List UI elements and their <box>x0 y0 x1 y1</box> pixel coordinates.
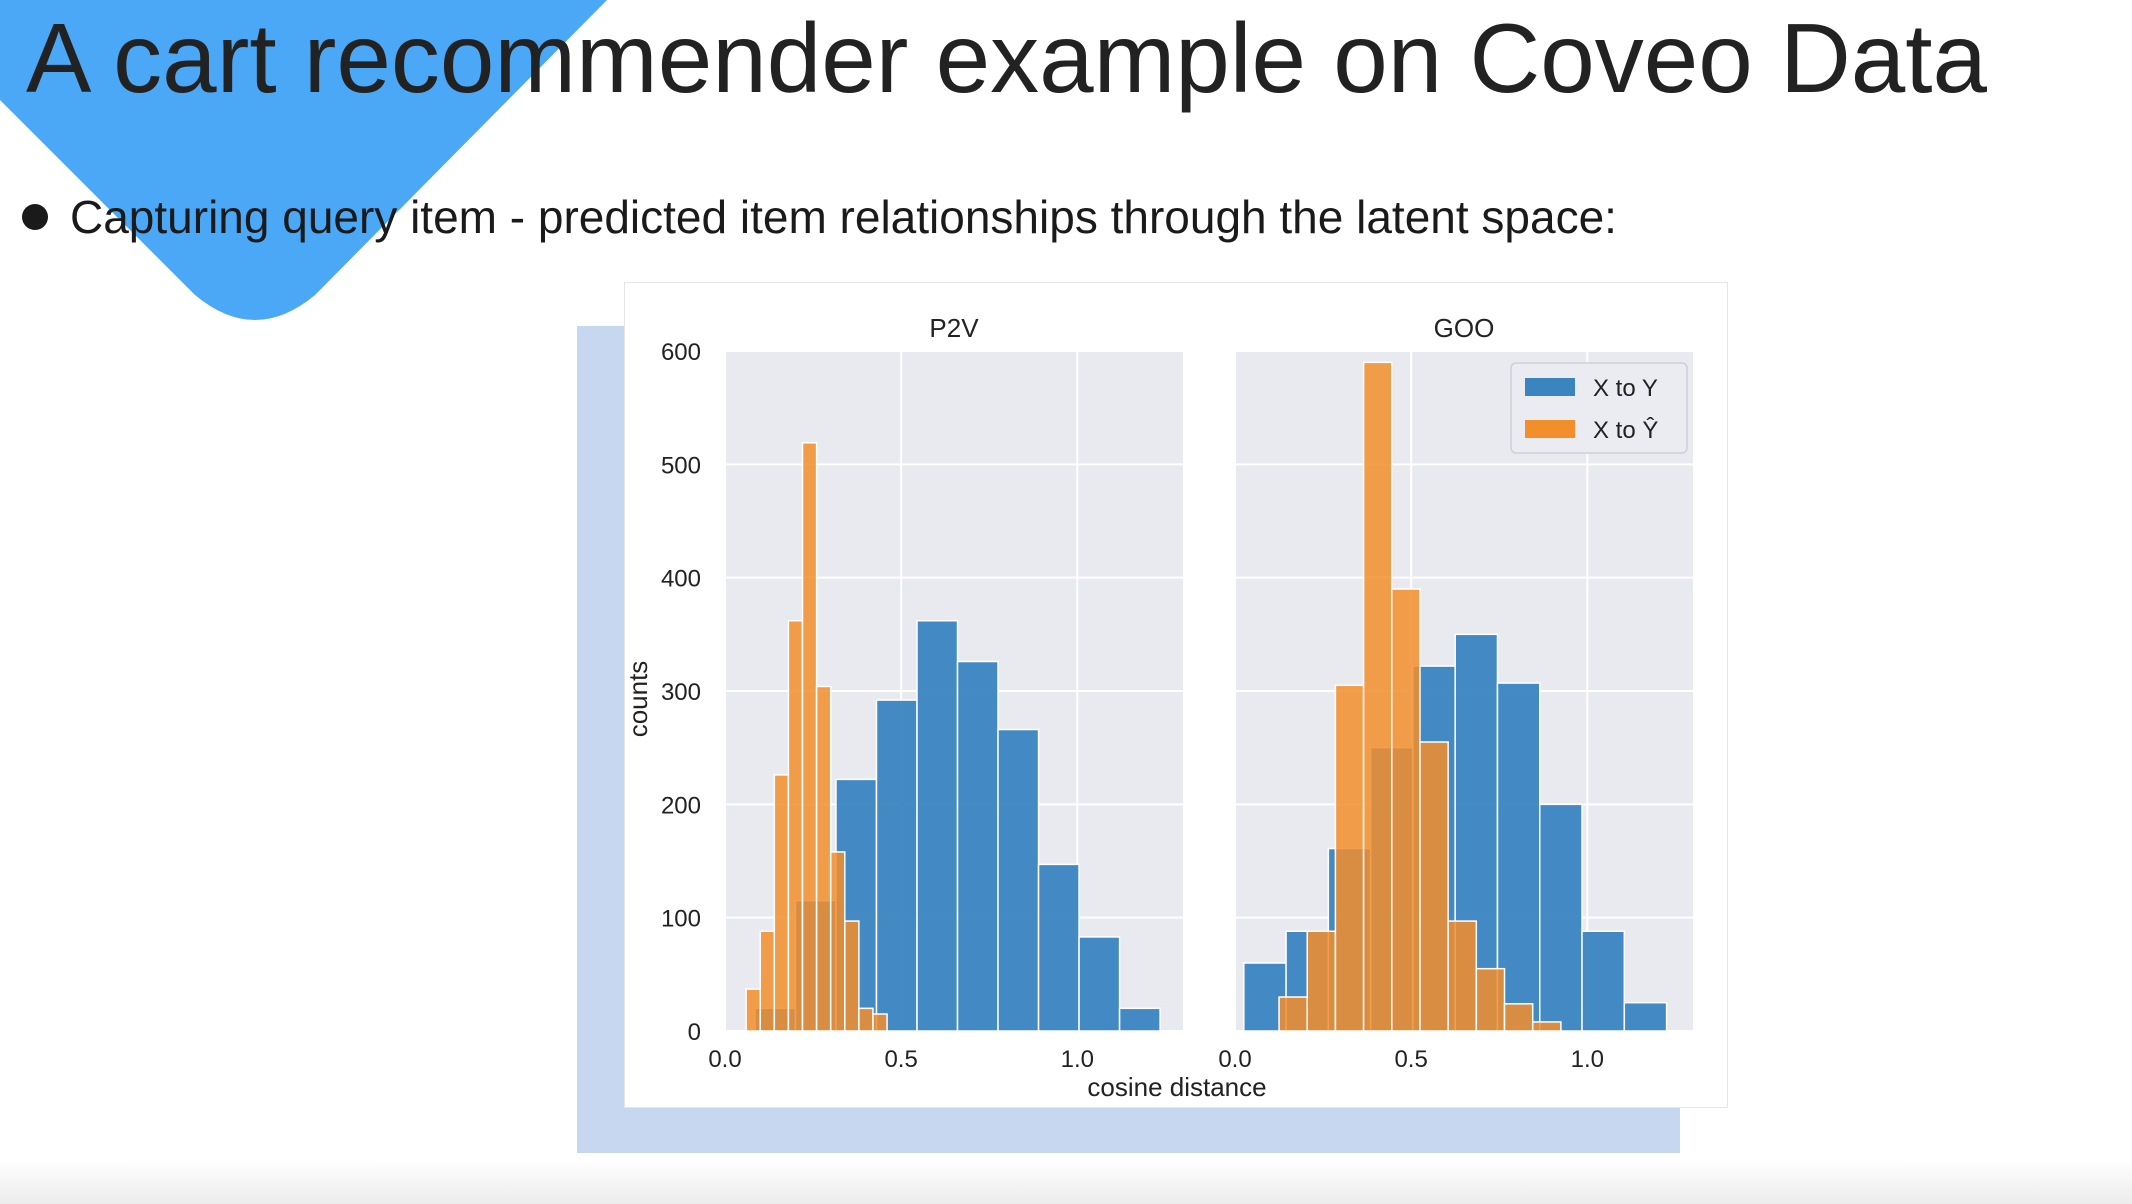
bar-blue <box>916 619 959 1032</box>
bar-orange <box>858 1007 874 1032</box>
x-tick-label: 1.0 <box>1061 1046 1094 1073</box>
bar-orange <box>829 851 846 1032</box>
y-axis-label: counts <box>625 661 653 738</box>
x-tick-label: 0.0 <box>708 1046 741 1073</box>
bar-orange <box>844 920 860 1032</box>
x-tick-label: 0.5 <box>1394 1046 1427 1073</box>
x-tick-label: 0.0 <box>1218 1046 1251 1073</box>
bar-orange <box>1503 1003 1534 1032</box>
chart-card: 0 100 200 300 400 500 600 0.0 0.5 1.0 P2V 0.0 0.5 1.0… <box>624 282 1728 1108</box>
y-tick-label: 0 <box>688 1019 701 1046</box>
bar-blue <box>1623 1001 1668 1032</box>
bar-orange <box>1475 967 1506 1032</box>
y-tick-label: 400 <box>661 566 701 593</box>
bar-blue <box>997 728 1040 1032</box>
bar-orange <box>787 619 804 1032</box>
bar-orange <box>815 685 832 1032</box>
panel-title: P2V <box>929 313 979 343</box>
bar-blue <box>1037 863 1080 1032</box>
bar-orange <box>1419 741 1449 1032</box>
panel-goo: 0.0 0.5 1.0 GOO X to Y X to Ŷ <box>1218 313 1693 1073</box>
bar-orange <box>745 988 761 1032</box>
bar-orange <box>1334 684 1365 1032</box>
decorative-blue-triangle <box>0 0 607 320</box>
slide-title: A cart recommender example on Coveo Data <box>26 3 1987 113</box>
x-tick-label: 1.0 <box>1571 1046 1604 1073</box>
histogram-figure: 0 100 200 300 400 500 600 0.0 0.5 1.0 P2V 0.0 0.5 1.0… <box>625 313 1693 1102</box>
bar-blue <box>1581 930 1626 1032</box>
y-tick-label: 600 <box>661 339 701 366</box>
legend: X to Y X to Ŷ <box>1510 362 1688 454</box>
bar-orange <box>773 774 790 1032</box>
legend-label: X to Y <box>1593 375 1658 402</box>
bar-orange <box>801 442 818 1032</box>
bar-blue <box>1118 1007 1161 1032</box>
bar-blue <box>1078 936 1121 1032</box>
legend-label: X to Ŷ <box>1593 417 1658 444</box>
y-tick-label: 500 <box>661 452 701 479</box>
bullet-dot-icon <box>22 203 48 230</box>
bar-blue <box>875 699 918 1032</box>
bar-orange <box>1306 930 1337 1032</box>
bar-orange <box>1362 361 1393 1032</box>
panel-title: GOO <box>1434 313 1495 343</box>
x-axis-label: cosine distance <box>1087 1072 1266 1102</box>
bar-orange <box>759 930 776 1032</box>
bar-blue <box>956 660 999 1032</box>
legend-swatch <box>1525 378 1575 396</box>
bullet-item: Capturing query item - predicted item re… <box>22 190 1617 244</box>
bar-blue <box>1538 803 1583 1032</box>
y-tick-label: 100 <box>661 906 701 933</box>
bar-orange <box>872 1013 888 1032</box>
bar-orange <box>1531 1021 1562 1032</box>
bullet-text: Capturing query item - predicted item re… <box>70 191 1617 243</box>
bottom-shadow <box>0 1160 2132 1204</box>
panel-p2v: 0 100 200 300 400 500 600 0.0 0.5 1.0 P2V <box>661 313 1183 1073</box>
legend-swatch <box>1525 420 1575 438</box>
y-tick-label: 300 <box>661 679 701 706</box>
x-tick-label: 0.5 <box>884 1046 917 1073</box>
bar-orange <box>1447 920 1478 1032</box>
bar-orange <box>1391 588 1421 1032</box>
y-tick-label: 200 <box>661 792 701 819</box>
bar-orange <box>1278 996 1308 1032</box>
